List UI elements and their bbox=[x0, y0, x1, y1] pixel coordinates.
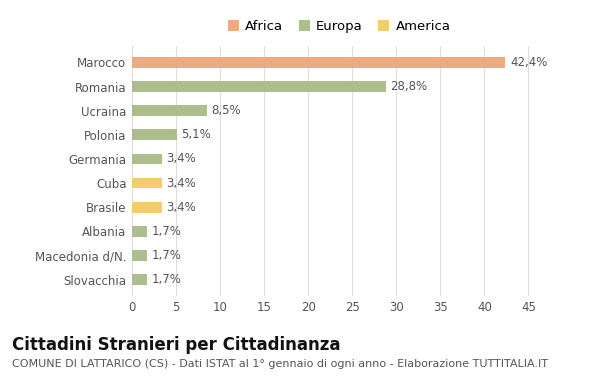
Bar bbox=[132, 177, 162, 188]
Bar bbox=[132, 202, 162, 213]
Text: 1,7%: 1,7% bbox=[151, 249, 181, 262]
Bar bbox=[132, 226, 147, 237]
Bar bbox=[132, 274, 147, 285]
Text: 42,4%: 42,4% bbox=[510, 56, 547, 69]
Text: 8,5%: 8,5% bbox=[211, 104, 241, 117]
Bar bbox=[132, 57, 505, 68]
Text: Cittadini Stranieri per Cittadinanza: Cittadini Stranieri per Cittadinanza bbox=[12, 336, 341, 354]
Text: 3,4%: 3,4% bbox=[166, 201, 196, 214]
Bar bbox=[132, 250, 147, 261]
Text: 5,1%: 5,1% bbox=[181, 128, 211, 141]
Text: 3,4%: 3,4% bbox=[166, 152, 196, 165]
Text: 3,4%: 3,4% bbox=[166, 177, 196, 190]
Text: 1,7%: 1,7% bbox=[151, 273, 181, 286]
Legend: Africa, Europa, America: Africa, Europa, America bbox=[222, 14, 456, 38]
Text: COMUNE DI LATTARICO (CS) - Dati ISTAT al 1° gennaio di ogni anno - Elaborazione : COMUNE DI LATTARICO (CS) - Dati ISTAT al… bbox=[12, 359, 548, 369]
Bar bbox=[132, 81, 386, 92]
Bar bbox=[132, 129, 177, 140]
Text: 1,7%: 1,7% bbox=[151, 225, 181, 238]
Bar bbox=[132, 105, 207, 116]
Text: 28,8%: 28,8% bbox=[390, 80, 427, 93]
Bar bbox=[132, 154, 162, 165]
